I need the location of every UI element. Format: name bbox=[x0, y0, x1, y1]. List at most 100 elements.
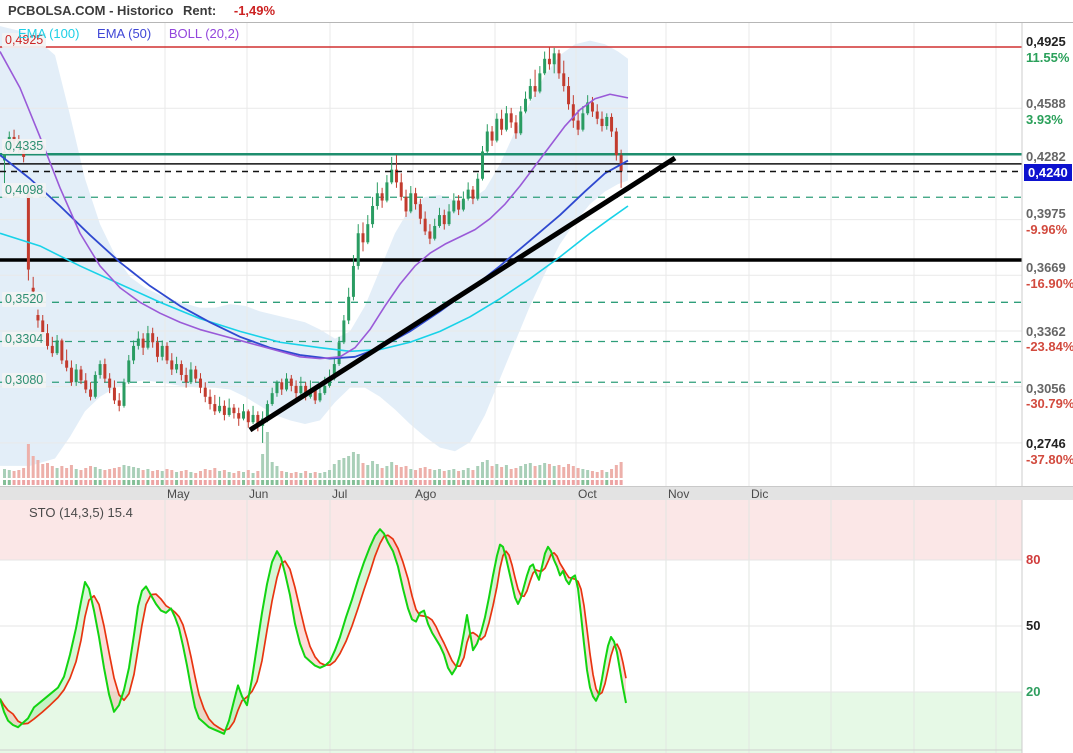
candle-body[interactable] bbox=[423, 218, 427, 232]
candle-body[interactable] bbox=[414, 193, 418, 205]
candle-body[interactable] bbox=[189, 369, 193, 383]
candle-body[interactable] bbox=[50, 345, 54, 354]
candle-body[interactable] bbox=[342, 320, 346, 343]
candle-body[interactable] bbox=[461, 198, 465, 210]
candle-body[interactable] bbox=[112, 387, 116, 401]
candle-body[interactable] bbox=[509, 113, 513, 123]
candle-body[interactable] bbox=[65, 360, 69, 368]
candle-body[interactable] bbox=[136, 338, 140, 346]
legend-ema50[interactable]: EMA (50) bbox=[97, 26, 152, 41]
candle-body[interactable] bbox=[208, 396, 212, 405]
candle-body[interactable] bbox=[466, 189, 470, 199]
candle-body[interactable] bbox=[490, 131, 494, 141]
candle-body[interactable] bbox=[614, 131, 618, 156]
candle-body[interactable] bbox=[227, 407, 231, 415]
candle-body[interactable] bbox=[581, 113, 585, 130]
candle-body[interactable] bbox=[571, 104, 575, 121]
candle-body[interactable] bbox=[476, 178, 480, 199]
candle-body[interactable] bbox=[175, 364, 179, 370]
candle-body[interactable] bbox=[318, 393, 322, 401]
candle-body[interactable] bbox=[485, 131, 489, 152]
candle-body[interactable] bbox=[103, 364, 107, 379]
candle-body[interactable] bbox=[337, 342, 341, 365]
candle-body[interactable] bbox=[222, 405, 226, 415]
candle-body[interactable] bbox=[289, 378, 293, 386]
candle-body[interactable] bbox=[84, 380, 88, 390]
candle-body[interactable] bbox=[141, 338, 145, 348]
candle-body[interactable] bbox=[552, 53, 556, 65]
candle-body[interactable] bbox=[533, 86, 537, 92]
candle-body[interactable] bbox=[60, 340, 64, 361]
candle-body[interactable] bbox=[500, 118, 504, 130]
candle-body[interactable] bbox=[351, 265, 355, 297]
candle-body[interactable] bbox=[390, 169, 394, 183]
candle-body[interactable] bbox=[275, 382, 279, 394]
candle-body[interactable] bbox=[385, 182, 389, 201]
candle-body[interactable] bbox=[547, 58, 551, 65]
candle-body[interactable] bbox=[151, 333, 155, 343]
candle-body[interactable] bbox=[313, 389, 317, 401]
candle-body[interactable] bbox=[323, 385, 327, 394]
candle-body[interactable] bbox=[270, 393, 274, 405]
candle-body[interactable] bbox=[442, 215, 446, 225]
candle-body[interactable] bbox=[117, 400, 121, 406]
candle-body[interactable] bbox=[203, 387, 207, 397]
legend-boll[interactable]: BOLL (20,2) bbox=[168, 26, 240, 41]
candle-body[interactable] bbox=[79, 369, 83, 381]
stochastic-oscillator-chart[interactable] bbox=[0, 500, 1073, 753]
candle-body[interactable] bbox=[347, 296, 351, 321]
candle-body[interactable] bbox=[160, 345, 164, 357]
candle-body[interactable] bbox=[504, 113, 508, 130]
candle-body[interactable] bbox=[93, 374, 97, 397]
candle-body[interactable] bbox=[251, 414, 255, 423]
candle-body[interactable] bbox=[26, 193, 30, 270]
candle-body[interactable] bbox=[375, 193, 379, 206]
candle-body[interactable] bbox=[55, 340, 59, 354]
candle-body[interactable] bbox=[213, 404, 217, 412]
candle-body[interactable] bbox=[605, 116, 609, 127]
price-candlestick-chart[interactable] bbox=[0, 23, 1073, 486]
candle-body[interactable] bbox=[418, 204, 422, 219]
candle-body[interactable] bbox=[404, 196, 408, 212]
candle-body[interactable] bbox=[3, 151, 6, 161]
candle-body[interactable] bbox=[447, 211, 451, 225]
candle-body[interactable] bbox=[46, 333, 50, 346]
candle-body[interactable] bbox=[600, 118, 604, 127]
candle-body[interactable] bbox=[394, 169, 398, 183]
candle-body[interactable] bbox=[98, 364, 102, 375]
candle-body[interactable] bbox=[524, 98, 528, 112]
candle-body[interactable] bbox=[299, 385, 303, 394]
candle-body[interactable] bbox=[557, 53, 561, 74]
candle-body[interactable] bbox=[399, 182, 403, 197]
candle-body[interactable] bbox=[132, 345, 136, 361]
candle-body[interactable] bbox=[304, 385, 308, 397]
candle-body[interactable] bbox=[36, 315, 40, 321]
candle-body[interactable] bbox=[198, 378, 202, 388]
candle-body[interactable] bbox=[361, 233, 365, 243]
candle-body[interactable] bbox=[619, 155, 623, 172]
candle-body[interactable] bbox=[155, 342, 159, 357]
candle-body[interactable] bbox=[590, 102, 594, 112]
candle-body[interactable] bbox=[380, 193, 384, 201]
candle-body[interactable] bbox=[514, 122, 518, 134]
candle-body[interactable] bbox=[562, 73, 566, 87]
candle-body[interactable] bbox=[328, 378, 332, 386]
candle-body[interactable] bbox=[538, 73, 542, 92]
candle-body[interactable] bbox=[428, 231, 432, 239]
candle-body[interactable] bbox=[586, 102, 590, 114]
candle-body[interactable] bbox=[371, 205, 375, 225]
candle-body[interactable] bbox=[218, 405, 222, 412]
candle-body[interactable] bbox=[280, 382, 284, 390]
legend-ema100[interactable]: EMA (100) bbox=[18, 26, 80, 41]
candle-body[interactable] bbox=[457, 200, 461, 210]
candle-body[interactable] bbox=[242, 411, 245, 419]
candle-body[interactable] bbox=[528, 86, 532, 99]
candle-body[interactable] bbox=[12, 136, 16, 141]
candle-body[interactable] bbox=[265, 404, 269, 419]
candle-body[interactable] bbox=[495, 118, 499, 141]
candle-body[interactable] bbox=[184, 374, 188, 383]
candle-body[interactable] bbox=[146, 333, 150, 348]
candle-body[interactable] bbox=[332, 364, 336, 379]
trend-line[interactable] bbox=[248, 155, 677, 433]
candle-body[interactable] bbox=[256, 414, 260, 426]
